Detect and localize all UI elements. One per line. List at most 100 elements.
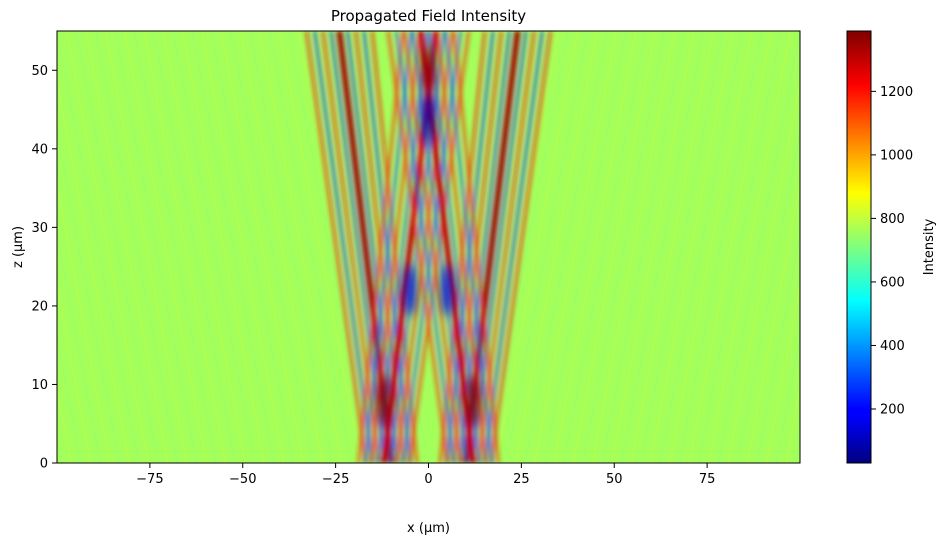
x-tick-label: 0	[424, 472, 432, 487]
fringe-line	[162, 31, 246, 463]
fringe-line	[805, 31, 887, 463]
fringe-line	[57, 79, 130, 463]
beam-fringe	[482, 31, 545, 463]
fringe-line	[698, 31, 782, 463]
colorbar-label: Intensity	[922, 218, 937, 275]
fringe-line	[191, 31, 275, 463]
fringe-line	[57, 182, 111, 463]
fringe-line	[220, 31, 304, 463]
beam-fringe	[329, 31, 387, 463]
x-tick-label: 75	[699, 472, 716, 487]
fringe-line	[659, 31, 743, 463]
hot-spot	[377, 374, 390, 427]
colorbar-ticks: 200 400 600 800 1000 1200	[871, 85, 913, 418]
beam-fringe	[476, 31, 536, 463]
fringe-line	[114, 31, 198, 463]
fringe-line	[717, 31, 800, 463]
fringe-line	[211, 31, 294, 463]
spot-layer	[377, 44, 480, 427]
fringe-line	[650, 31, 733, 463]
beam-fringe	[304, 31, 368, 463]
fringe-line	[124, 31, 207, 463]
beam-fringe	[363, 31, 414, 463]
fringe-line	[57, 437, 62, 463]
x-axis-label: x (μm)	[407, 521, 450, 536]
colorbar-tick-label: 200	[880, 403, 905, 418]
fringe-line	[240, 31, 323, 463]
cold-spot	[422, 91, 435, 144]
cold-spot	[441, 264, 454, 317]
beam-fringe	[321, 31, 381, 463]
fringe-line	[249, 31, 333, 463]
fringe-line	[505, 31, 588, 463]
colorbar-tick-label: 400	[880, 339, 905, 354]
beam-fringe	[356, 31, 405, 463]
fringe-line	[775, 335, 800, 463]
fringe-line	[621, 31, 704, 463]
fringe-line	[534, 31, 617, 463]
colorbar-gradient	[846, 30, 872, 464]
fringe-line	[746, 182, 800, 463]
fringe-line	[524, 31, 608, 463]
y-tick-label: 0	[40, 457, 48, 472]
fringe-line	[669, 31, 753, 463]
fringe-line	[582, 31, 666, 463]
cold-spot	[403, 264, 416, 317]
fringe-line	[104, 31, 188, 463]
fringe-line	[75, 31, 159, 463]
y-axis-label: z (μm)	[11, 226, 26, 268]
fringe-line	[544, 31, 627, 463]
fringe-line	[640, 31, 724, 463]
x-tick-label: 25	[513, 472, 530, 487]
y-axis: 0 10 20 30 40 50	[31, 64, 57, 472]
fringe-line	[737, 130, 800, 463]
fringe-line	[563, 31, 646, 463]
fringe-line	[766, 284, 800, 463]
fringe-line	[133, 31, 217, 463]
fringe-line	[57, 31, 140, 463]
fringe-line	[708, 31, 791, 463]
fringe-line	[57, 233, 101, 463]
colorbar-tick-label: 1200	[880, 85, 913, 100]
beam-fringe	[312, 31, 375, 463]
beam-fringe	[386, 31, 450, 463]
x-axis: −75 −50 −25 0 25 50 75	[136, 463, 715, 487]
chart-title: Propagated Field Intensity	[331, 7, 526, 25]
beam-fringe	[394, 31, 456, 463]
fringe-line	[278, 31, 362, 463]
beam-fringe	[489, 31, 553, 463]
beam-fringe	[452, 31, 501, 463]
beam-fringe	[470, 31, 528, 463]
fringe-line	[182, 31, 265, 463]
fringe-line	[57, 284, 91, 463]
fringe-line	[0, 31, 4, 463]
colorbar-tick-label: 1000	[880, 148, 913, 163]
x-tick-label: −75	[136, 472, 163, 487]
x-tick-label: 50	[606, 472, 623, 487]
fringe-line	[756, 233, 800, 463]
plot-area	[0, 31, 887, 463]
fringe-line	[727, 79, 800, 463]
fringe-line	[230, 31, 313, 463]
fringe-line	[688, 31, 772, 463]
y-tick-label: 10	[31, 378, 48, 393]
colorbar-tick-label: 600	[880, 275, 905, 290]
x-tick-label: −50	[229, 472, 256, 487]
beam-fringe	[402, 31, 463, 463]
beam-fringe	[443, 31, 494, 463]
colorbar: 200 400 600 800 1000 1200 Intensity	[846, 30, 937, 464]
fringe-line	[679, 31, 762, 463]
y-tick-label: 50	[31, 64, 48, 79]
beam-fringe	[411, 31, 469, 463]
fringe-line	[201, 31, 285, 463]
fringe-line	[495, 31, 579, 463]
fringe-line	[85, 31, 169, 463]
fringe-line	[515, 31, 598, 463]
fringe-line	[601, 31, 685, 463]
fringe-line	[153, 31, 236, 463]
fringe-line	[611, 31, 695, 463]
fringe-line	[172, 31, 256, 463]
hot-spot	[422, 44, 435, 97]
fringe-line	[592, 31, 675, 463]
